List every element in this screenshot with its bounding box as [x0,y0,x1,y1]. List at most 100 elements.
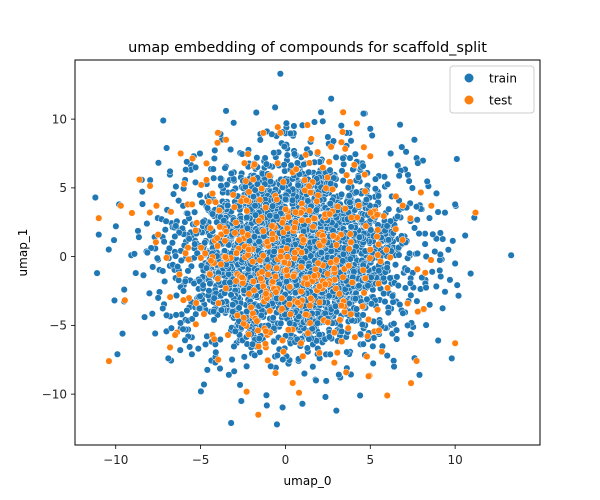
train-point [91,193,99,202]
train-point [401,284,409,292]
train-point [172,311,180,319]
test-point [336,316,344,324]
test-point [365,372,373,380]
train-point [221,164,229,172]
train-point [230,342,238,350]
train-point [134,227,142,235]
train-point [359,340,367,348]
test-point [231,229,239,237]
test-point [380,212,388,220]
train-point [383,264,391,272]
test-point [342,368,350,376]
test-point [232,249,241,257]
test-point [166,343,174,351]
train-point [132,269,140,277]
test-point [325,158,333,166]
test-point [363,352,371,361]
test-point [330,265,338,273]
test-point [386,253,394,261]
train-point [251,202,259,210]
test-point [214,356,222,364]
test-point [214,242,222,250]
train-point [369,359,377,367]
test-point [320,237,328,245]
test-point [341,145,349,153]
train-point [337,190,346,198]
test-point [291,249,299,257]
test-point [201,249,209,257]
train-point [184,267,192,275]
train-point [145,289,153,297]
test-point [314,148,322,156]
test-point [257,275,265,283]
test-point [222,284,230,292]
test-point [273,264,281,272]
test-point [265,171,273,180]
train-point [183,306,191,315]
train-point [446,276,454,284]
train-point [300,370,308,378]
train-point [408,184,416,192]
test-point [332,256,340,264]
test-point [283,244,291,253]
test-point [206,270,214,278]
test-point [305,182,313,190]
test-point [324,318,332,326]
train-point [272,213,280,221]
train-point [426,301,434,309]
train-point [188,350,196,358]
train-point [175,276,183,284]
test-point [240,159,248,167]
train-point [340,160,348,168]
train-point [251,351,259,359]
train-point [171,252,180,260]
train-point [375,267,383,275]
test-point [307,135,315,143]
train-point [390,320,398,328]
test-point [299,352,307,360]
train-point [165,244,173,252]
test-point [193,219,201,227]
test-point [407,379,415,387]
train-point [380,173,389,181]
test-point [329,232,337,240]
train-point [410,224,419,232]
train-point [448,354,456,362]
train-point [436,266,444,274]
test-point [274,159,282,167]
train-point [196,292,204,300]
test-point [217,260,225,268]
test-point [335,290,343,298]
test-point [197,181,205,189]
test-point [242,177,250,185]
test-point [283,253,291,261]
train-point [290,150,299,158]
test-point [375,280,383,288]
test-point [392,192,400,200]
test-point [95,214,103,222]
x-axis-label: umap_0 [284,474,332,488]
test-point [374,306,382,314]
test-point [264,271,272,279]
test-point [339,128,347,136]
train-point [224,201,232,209]
test-point [375,326,383,334]
train-point [139,271,148,279]
train-point [351,150,359,158]
train-point [309,363,317,371]
test-point [279,348,287,356]
train-point [153,254,161,262]
train-point [338,167,346,175]
test-point [353,213,361,222]
legend: train test [449,65,535,114]
train-point [381,298,389,306]
train-point [406,279,414,287]
train-point [200,380,208,389]
train-point [186,343,194,351]
train-point [359,162,367,170]
train-point [203,204,212,212]
test-point [376,257,385,265]
test-point [240,320,248,328]
train-point [394,161,402,170]
train-point [402,148,410,156]
